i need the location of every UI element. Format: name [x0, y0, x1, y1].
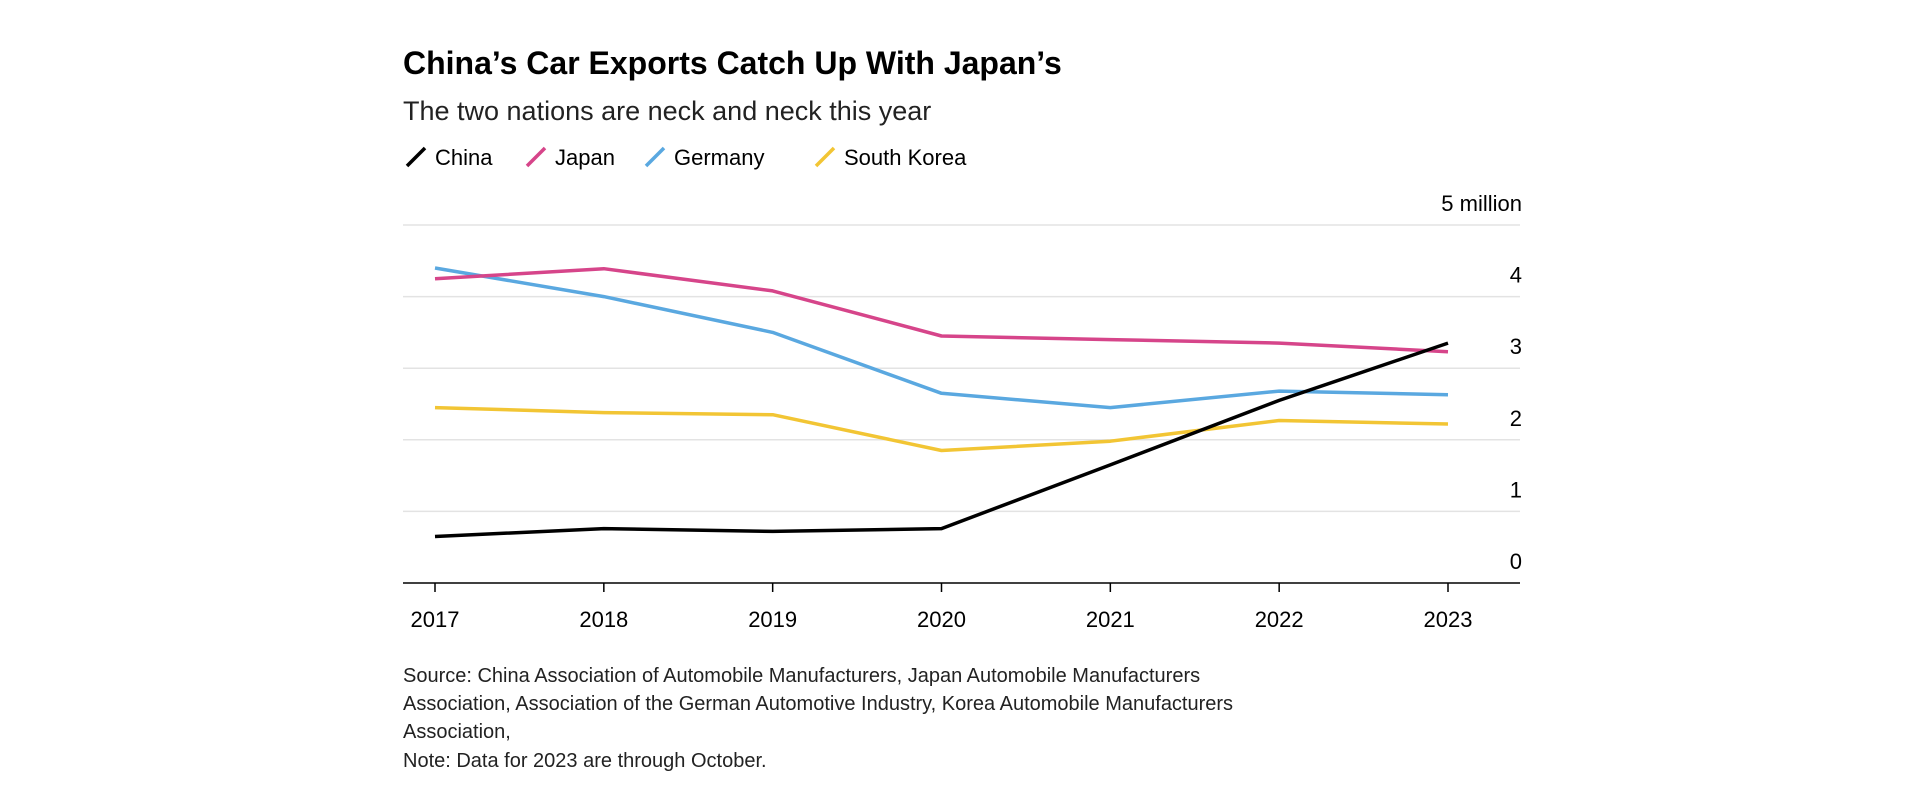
source-note: Source: China Association of Automobile … [403, 665, 1233, 772]
legend-label-japan: Japan [555, 145, 615, 170]
y-tick-label-1: 1 [1510, 477, 1522, 502]
y-tick-label-4: 4 [1510, 263, 1522, 288]
x-tick-label-2022: 2022 [1255, 607, 1304, 632]
y-tick-label-3: 3 [1510, 334, 1522, 359]
source-line-4: Note: Data for 2023 are through October. [403, 750, 767, 772]
legend-swatch-germany [644, 146, 666, 168]
legend-label-china: China [435, 145, 493, 170]
x-tick-label-2020: 2020 [917, 607, 966, 632]
chart-subtitle: The two nations are neck and neck this y… [403, 96, 931, 126]
legend-label-germany: Germany [674, 145, 764, 170]
y-tick-label-0: 0 [1510, 549, 1522, 574]
legend-swatch-china [405, 146, 427, 168]
x-tick-label-2021: 2021 [1086, 607, 1135, 632]
legend-swatch-japan [525, 146, 547, 168]
series-line-china [434, 341, 1449, 539]
y-tick-label-5: 5 million [1441, 191, 1522, 216]
legend-label-south-korea: South Korea [844, 145, 967, 170]
legend: China Japan Germany South Korea [405, 145, 967, 170]
y-tick-label-2: 2 [1510, 406, 1522, 431]
source-line-3: Association, [403, 721, 511, 743]
series-line-germany [434, 266, 1449, 410]
x-tick-label-2018: 2018 [579, 607, 628, 632]
grid [403, 224, 1520, 513]
x-tick-label-2019: 2019 [748, 607, 797, 632]
chart-title: China’s Car Exports Catch Up With Japan’… [403, 45, 1062, 81]
x-tick-label-2023: 2023 [1424, 607, 1473, 632]
x-tick-label-2017: 2017 [411, 607, 460, 632]
source-line-1: Source: China Association of Automobile … [403, 665, 1200, 687]
series-line-japan [434, 266, 1449, 354]
source-line-2: Association, Association of the German A… [403, 693, 1233, 715]
y-axis-ticks: 0 1 2 3 4 5 million [1441, 191, 1522, 574]
x-axis: 2017 2018 2019 2020 2021 2022 2023 [403, 582, 1520, 632]
series-group [434, 266, 1449, 539]
legend-swatch-south-korea [814, 146, 836, 168]
series-line-south-korea [434, 405, 1449, 453]
